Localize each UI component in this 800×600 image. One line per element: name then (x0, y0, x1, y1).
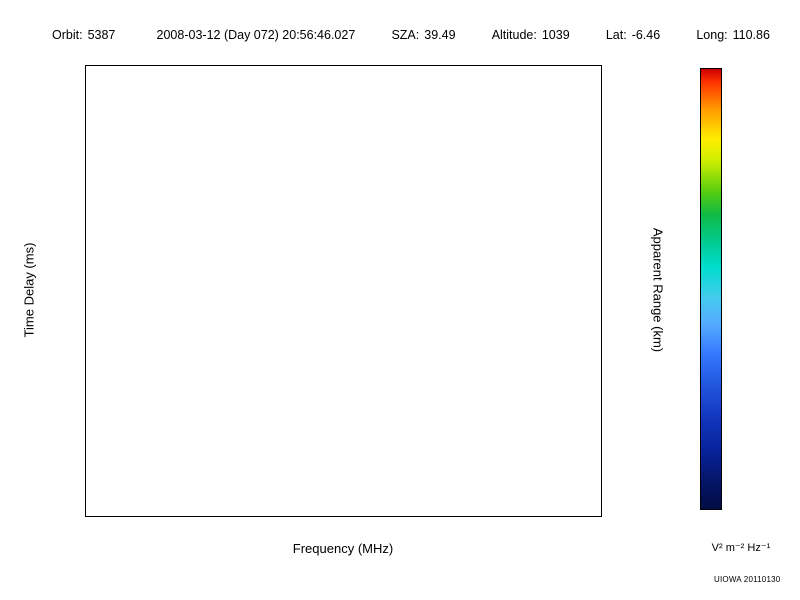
header-field-value: 39.49 (424, 28, 456, 42)
header-field-label: Orbit: (52, 28, 83, 42)
header-field-value: 2008-03-12 (Day 072) 20:56:46.027 (156, 28, 356, 42)
x-axis-title: Frequency (MHz) (292, 541, 394, 556)
spectrogram-canvas (86, 66, 601, 516)
header-field-orbit: Orbit: 5387 (52, 28, 115, 42)
header-field-value: -6.46 (631, 28, 661, 42)
header-field-label: SZA: (391, 28, 420, 42)
header-field-value: 110.86 (732, 28, 770, 42)
header-field-label: Lat: (605, 28, 627, 42)
credit-text: UIOWA 20110130 (714, 575, 781, 584)
colorbar-unit-label: V² m⁻² Hz⁻¹ (711, 542, 771, 554)
header-field-label: Altitude: (491, 28, 537, 42)
header-info: Orbit: 5387 2008-03-12 (Day 072) 20:56:46… (52, 28, 770, 42)
header-field-altitude: Altitude: 1039 (492, 28, 570, 42)
y2-axis-title: Apparent Range (km) (650, 227, 666, 353)
header-field-datetime: 2008-03-12 (Day 072) 20:56:46.027 (152, 28, 356, 42)
header-field-sza: SZA: 39.49 (391, 28, 455, 42)
header-field-value: 1039 (541, 28, 570, 42)
colorbar (700, 68, 722, 510)
header-field-long: Long: 110.86 (696, 28, 770, 42)
y-axis-title: Time Delay (ms) (21, 242, 37, 338)
header-field-lat: Lat: -6.46 (606, 28, 660, 42)
plot-area (85, 65, 602, 517)
header-field-label: Long: (696, 28, 728, 42)
header-field-value: 5387 (87, 28, 116, 42)
